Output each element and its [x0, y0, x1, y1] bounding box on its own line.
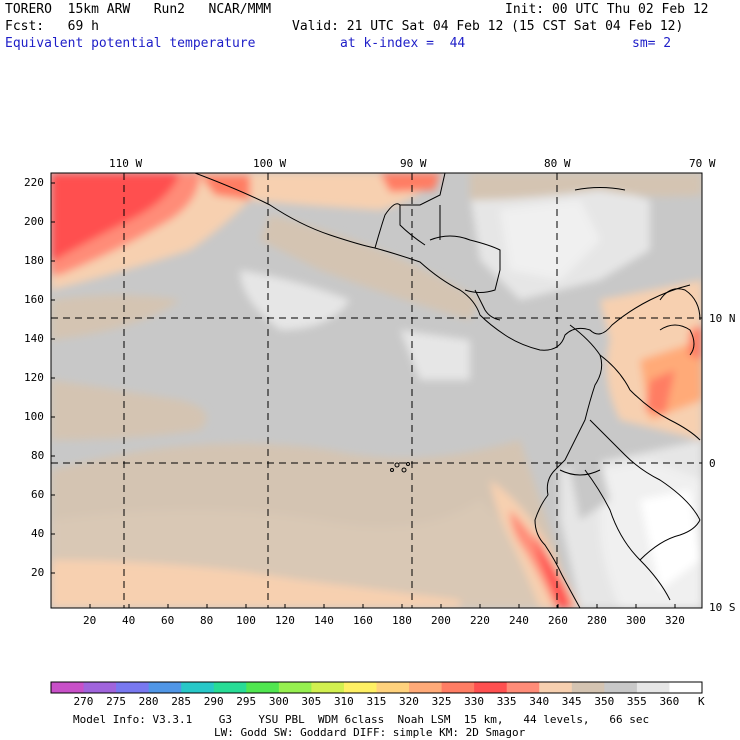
colorbar-swatch	[636, 682, 670, 693]
x-tick-240: 240	[509, 614, 529, 627]
physics-info-line: LW: Godd SW: Goddard DIFF: simple KM: 2D…	[214, 726, 526, 739]
colorbar-swatch	[669, 682, 703, 693]
colorbar-label: 350	[594, 695, 615, 708]
colorbar-label: 325	[431, 695, 452, 708]
colorbar-swatch	[148, 682, 182, 693]
y-tick-80: 80	[31, 449, 45, 462]
x-tick-180: 180	[392, 614, 412, 627]
colorbar-label: 275	[106, 695, 126, 708]
map-frame	[50, 172, 703, 609]
colorbar-swatch	[181, 682, 215, 693]
x-tick-120: 120	[275, 614, 295, 627]
y-tick-120: 120	[24, 371, 44, 384]
y-tick-20: 20	[31, 566, 45, 579]
colorbar-swatch	[604, 682, 638, 693]
colorbar-label: 270	[73, 695, 94, 708]
colorbar-label: 320	[399, 695, 419, 708]
colorbar-swatch	[83, 682, 117, 693]
lat-label-0: 0	[709, 457, 716, 470]
y-tick-140: 140	[24, 332, 44, 345]
colorbar-label: 340	[529, 695, 550, 708]
colorbar-label: 310	[333, 695, 354, 708]
x-tick-220: 220	[470, 614, 490, 627]
colorbar-swatch	[441, 682, 475, 693]
colorbar-label: 305	[301, 695, 322, 708]
axis-ticks	[51, 182, 676, 608]
colorbar-swatch	[278, 682, 312, 693]
y-tick-180: 180	[24, 254, 44, 267]
model-info-line: Model Info: V3.3.1 G3 YSU PBL WDM 6class…	[73, 713, 650, 726]
y-tick-160: 160	[24, 293, 44, 306]
colorbar-label: 300	[268, 695, 289, 708]
x-tick-40: 40	[122, 614, 136, 627]
colorbar-swatch	[246, 682, 280, 693]
y-tick-220: 220	[24, 176, 44, 189]
lon-label-90w: 90 W	[400, 157, 427, 170]
lat-label-10n: 10 N	[709, 312, 736, 325]
colorbar-swatch	[213, 682, 247, 693]
x-tick-60: 60	[161, 614, 175, 627]
colorbar-frame	[50, 681, 703, 694]
lat-label-10s: 10 S	[709, 601, 736, 614]
colorbar-label: 345	[561, 695, 582, 708]
x-tick-200: 200	[431, 614, 451, 627]
colorbar-label: 335	[496, 695, 517, 708]
colorbar-swatch	[376, 682, 410, 693]
colorbar-swatch	[474, 682, 508, 693]
x-tick-80: 80	[200, 614, 214, 627]
x-tick-260: 260	[548, 614, 568, 627]
colorbar-label: 360	[659, 695, 680, 708]
colorbar-swatch	[343, 682, 377, 693]
init-time: Init: 00 UTC Thu 02 Feb 12	[505, 2, 709, 17]
k-index: at k-index = 44	[340, 36, 466, 51]
y-tick-200: 200	[24, 215, 44, 228]
equivalent-potential-temperature-field	[51, 173, 702, 608]
coastlines	[194, 173, 701, 608]
y-tick-60: 60	[31, 488, 45, 501]
lon-label-80w: 80 W	[544, 157, 571, 170]
x-tick-100: 100	[236, 614, 256, 627]
lon-label-100w: 100 W	[253, 157, 287, 170]
colorbar-label: 330	[464, 695, 485, 708]
colorbar-swatch	[539, 682, 573, 693]
graticule	[51, 173, 702, 608]
x-tick-20: 20	[83, 614, 97, 627]
colorbar-label: 285	[171, 695, 192, 708]
y-tick-40: 40	[31, 527, 45, 540]
x-tick-280: 280	[587, 614, 607, 627]
colorbar-swatch	[571, 682, 605, 693]
lon-label-70w: 70 W	[689, 157, 716, 170]
colorbar-label: 295	[236, 695, 257, 708]
colorbar-swatch	[116, 682, 150, 693]
forecast-hour: Fcst: 69 h	[5, 19, 99, 34]
colorbar	[51, 682, 703, 693]
model-title: TORERO 15km ARW Run2 NCAR/MMM	[5, 2, 272, 17]
colorbar-unit: K	[698, 695, 705, 708]
y-tick-100: 100	[24, 410, 44, 423]
smoothing: sm= 2	[632, 36, 672, 51]
x-tick-160: 160	[353, 614, 373, 627]
x-tick-300: 300	[626, 614, 646, 627]
lon-label-110w: 110 W	[109, 157, 143, 170]
colorbar-swatch	[311, 682, 345, 693]
x-tick-140: 140	[314, 614, 334, 627]
colorbar-swatch	[506, 682, 540, 693]
field-name: Equivalent potential temperature	[5, 36, 256, 51]
x-tick-320: 320	[665, 614, 685, 627]
colorbar-swatch	[51, 682, 85, 693]
valid-time: Valid: 21 UTC Sat 04 Feb 12 (15 CST Sat …	[292, 19, 684, 34]
colorbar-label: 280	[138, 695, 159, 708]
colorbar-label: 315	[366, 695, 387, 708]
colorbar-label: 290	[203, 695, 224, 708]
colorbar-swatch	[409, 682, 443, 693]
colorbar-label: 355	[626, 695, 647, 708]
